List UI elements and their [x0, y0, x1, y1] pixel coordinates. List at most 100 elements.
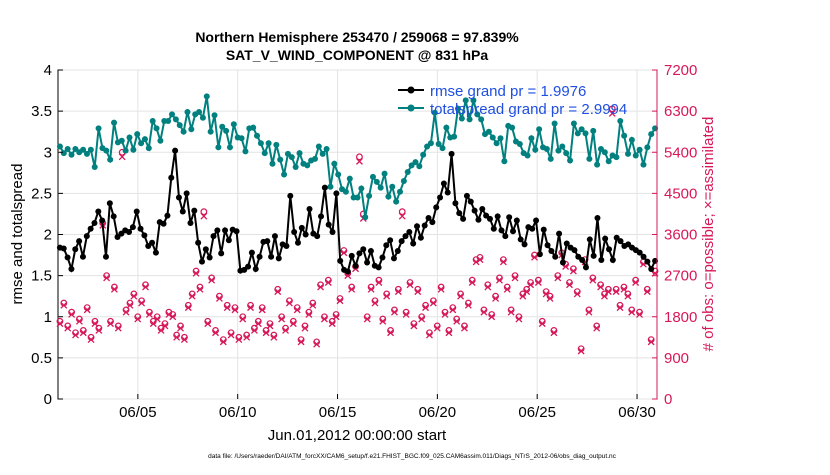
- totalspread-point: [281, 171, 288, 178]
- obs-assimilated-point: [219, 338, 227, 346]
- totalspread-point: [223, 127, 230, 134]
- rmse-point: [417, 234, 424, 241]
- totalspread-point: [636, 146, 643, 153]
- rmse-point: [640, 253, 647, 260]
- rmse-point: [95, 208, 102, 215]
- totalspread-point: [288, 154, 295, 161]
- x-tick-label: 06/10: [219, 404, 257, 421]
- rmse-point: [275, 255, 282, 262]
- rmse-point: [68, 266, 75, 273]
- y-tick-label-left: 0.5: [31, 350, 52, 367]
- obs-assimilated-point: [142, 283, 149, 291]
- totalspread-point: [103, 147, 110, 154]
- rmse-point: [137, 225, 144, 232]
- rmse-point: [510, 228, 517, 235]
- rmse-point: [533, 217, 540, 224]
- rmse-point: [582, 264, 589, 271]
- obs-assimilated-point: [83, 306, 91, 314]
- obs-assimilated-point: [289, 320, 297, 328]
- obs-assimilated-point: [387, 329, 395, 337]
- obs-assimilated-point: [523, 288, 531, 296]
- y-axis-label-right: # of obs: o=possible; ×=assimilated: [700, 117, 717, 352]
- totalspread-point: [435, 141, 442, 148]
- rmse-point: [245, 263, 252, 270]
- totalspread-point: [203, 93, 210, 100]
- totalspread-point: [238, 135, 245, 142]
- totalspread-point: [532, 146, 539, 153]
- rmse-point: [383, 242, 390, 249]
- totalspread-point: [169, 111, 176, 118]
- rmse-point: [294, 239, 301, 246]
- totalspread-point: [628, 136, 635, 143]
- rmse-point: [314, 233, 321, 240]
- obs-assimilated-point: [305, 311, 313, 318]
- series-lines: [56, 93, 659, 275]
- rmse-point: [437, 194, 444, 201]
- totalspread-point: [582, 130, 589, 137]
- totalspread-point: [335, 171, 342, 178]
- rmse-point: [76, 238, 83, 245]
- obs-assimilated-point: [503, 285, 511, 293]
- totalspread-point: [578, 126, 585, 133]
- rmse-point: [325, 221, 332, 228]
- obs-assimilated-point: [632, 279, 640, 286]
- obs-assimilated-point: [573, 290, 581, 298]
- obs-assimilated-point: [604, 288, 612, 296]
- rmse-point: [248, 249, 255, 256]
- obs-assimilated-point: [297, 338, 305, 346]
- y-tick-label-right: 7200: [664, 62, 697, 79]
- rmse-point: [252, 266, 259, 273]
- totalspread-point: [207, 128, 214, 135]
- totalspread-point: [60, 150, 67, 157]
- totalspread-point: [277, 156, 284, 163]
- obs-assimilated-point: [282, 326, 290, 334]
- obs-assimilated-point: [56, 320, 64, 328]
- obs-assimilated-point: [441, 311, 449, 318]
- obs-assimilated-point: [461, 324, 468, 332]
- totalspread-point: [138, 140, 145, 147]
- totalspread-point: [257, 140, 264, 147]
- totalspread-point: [130, 146, 137, 153]
- totalspread-point: [389, 183, 396, 190]
- rmse-point: [202, 246, 209, 253]
- rmse-point: [102, 253, 109, 260]
- obs-assimilated-point: [453, 317, 461, 325]
- totalspread-point: [644, 144, 651, 151]
- totalspread-point: [126, 134, 133, 141]
- totalspread-point: [323, 145, 330, 152]
- obs-assimilated-point: [472, 258, 480, 266]
- totalspread-point: [632, 152, 639, 159]
- totalspread-point: [543, 145, 550, 152]
- obs-assimilated-point: [60, 301, 68, 309]
- y-tick-label-left: 0: [44, 391, 52, 408]
- axes: 06/05 06/10 06/15 06/20 06/25 06/30 0 0.5 1 1.5 2 2…: [31, 62, 697, 421]
- rmse-point: [329, 229, 336, 236]
- obs-assimilated-point: [336, 297, 344, 305]
- totalspread-point: [180, 128, 187, 135]
- rmse-point: [72, 246, 79, 253]
- rmse-point: [79, 253, 86, 260]
- obs-assimilated-point: [624, 292, 632, 300]
- obs-assimilated-point: [546, 295, 554, 302]
- totalspread-point: [269, 160, 276, 167]
- rmse-point: [287, 192, 294, 199]
- rmse-point: [214, 227, 221, 234]
- totalspread-point: [122, 147, 129, 154]
- totalspread-point: [219, 123, 226, 130]
- totalspread-point: [381, 170, 388, 177]
- obs-assimilated-point: [636, 311, 643, 318]
- totalspread-point: [594, 161, 601, 168]
- obs-assimilated-point: [320, 315, 328, 323]
- totalspread-point: [431, 109, 438, 116]
- rmse-point: [175, 194, 182, 201]
- obs-assimilated-point: [192, 269, 200, 277]
- totalspread-point: [497, 135, 504, 142]
- rmse-point: [179, 208, 186, 215]
- obs-assimilated-point: [215, 295, 223, 302]
- rmse-point: [433, 204, 440, 211]
- obs-assimilated-point: [507, 308, 515, 316]
- totalspread-point: [87, 146, 94, 153]
- rmse-point: [187, 219, 194, 226]
- totalspread-point: [157, 137, 164, 144]
- obs-assimilated-point: [402, 311, 410, 318]
